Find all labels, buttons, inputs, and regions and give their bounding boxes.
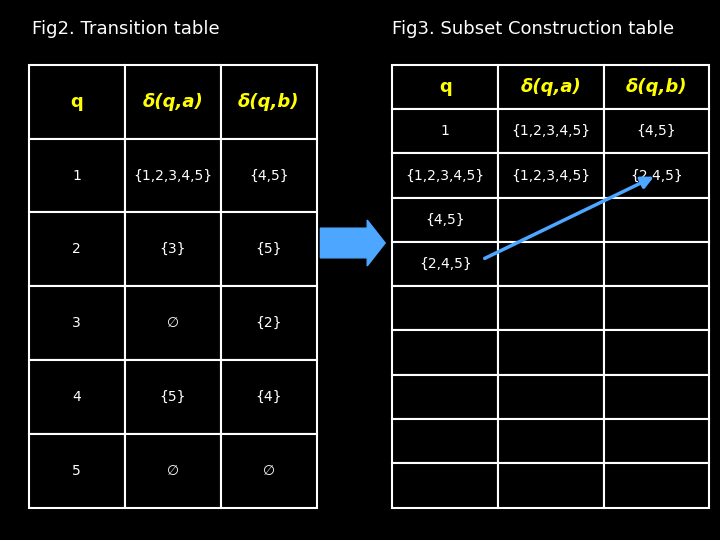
- Text: Fig3. Subset Construction table: Fig3. Subset Construction table: [392, 20, 674, 38]
- Bar: [392, 375, 498, 419]
- Text: Fig2. Transition table: Fig2. Transition table: [32, 20, 220, 38]
- Text: {3}: {3}: [160, 242, 186, 256]
- Bar: [392, 463, 498, 508]
- Text: ∅: ∅: [167, 316, 179, 330]
- Bar: [603, 419, 709, 463]
- Bar: [221, 139, 317, 212]
- Bar: [498, 109, 603, 153]
- Bar: [392, 153, 498, 198]
- Bar: [221, 286, 317, 360]
- Text: {2,4,5}: {2,4,5}: [630, 168, 683, 183]
- Text: {1,2,3,4,5}: {1,2,3,4,5}: [511, 168, 590, 183]
- Bar: [498, 375, 603, 419]
- Bar: [603, 198, 709, 242]
- Bar: [392, 242, 498, 286]
- Bar: [29, 212, 125, 286]
- Text: {4,5}: {4,5}: [636, 124, 676, 138]
- Text: δ(q,a): δ(q,a): [143, 93, 203, 111]
- Text: 4: 4: [73, 390, 81, 404]
- Bar: [603, 463, 709, 508]
- Bar: [603, 109, 709, 153]
- Bar: [29, 65, 125, 139]
- Bar: [125, 360, 221, 434]
- Text: q: q: [438, 78, 451, 96]
- Text: ∅: ∅: [167, 464, 179, 478]
- Text: 1: 1: [73, 168, 81, 183]
- Bar: [221, 212, 317, 286]
- Bar: [498, 286, 603, 330]
- Bar: [392, 330, 498, 375]
- Text: {2}: {2}: [256, 316, 282, 330]
- Bar: [498, 419, 603, 463]
- Text: {1,2,3,4,5}: {1,2,3,4,5}: [405, 168, 485, 183]
- Text: δ(q,a): δ(q,a): [521, 78, 581, 96]
- Bar: [221, 65, 317, 139]
- Bar: [392, 286, 498, 330]
- Bar: [125, 434, 221, 508]
- Text: δ(q,b): δ(q,b): [626, 78, 687, 96]
- Text: {4}: {4}: [256, 390, 282, 404]
- Bar: [498, 65, 603, 109]
- Text: {5}: {5}: [160, 390, 186, 404]
- Text: {4,5}: {4,5}: [249, 168, 289, 183]
- Bar: [498, 153, 603, 198]
- Bar: [498, 198, 603, 242]
- Text: {4,5}: {4,5}: [426, 213, 465, 227]
- Bar: [125, 212, 221, 286]
- Bar: [603, 153, 709, 198]
- Text: {1,2,3,4,5}: {1,2,3,4,5}: [511, 124, 590, 138]
- Bar: [498, 463, 603, 508]
- Bar: [603, 330, 709, 375]
- Text: {5}: {5}: [256, 242, 282, 256]
- Bar: [125, 65, 221, 139]
- Bar: [125, 286, 221, 360]
- Text: {1,2,3,4,5}: {1,2,3,4,5}: [133, 168, 212, 183]
- Bar: [603, 286, 709, 330]
- Text: ∅: ∅: [263, 464, 275, 478]
- Bar: [603, 65, 709, 109]
- Bar: [125, 139, 221, 212]
- Bar: [29, 139, 125, 212]
- Bar: [603, 375, 709, 419]
- FancyArrow shape: [320, 220, 385, 266]
- Bar: [392, 65, 498, 109]
- Text: 5: 5: [73, 464, 81, 478]
- Bar: [29, 286, 125, 360]
- Bar: [221, 360, 317, 434]
- Text: 3: 3: [73, 316, 81, 330]
- Bar: [29, 360, 125, 434]
- Text: {2,4,5}: {2,4,5}: [419, 257, 472, 271]
- Bar: [498, 330, 603, 375]
- Text: q: q: [71, 93, 84, 111]
- Bar: [392, 109, 498, 153]
- Text: 2: 2: [73, 242, 81, 256]
- Bar: [392, 198, 498, 242]
- Bar: [29, 434, 125, 508]
- Text: 1: 1: [441, 124, 449, 138]
- Bar: [221, 434, 317, 508]
- Bar: [498, 242, 603, 286]
- Bar: [392, 419, 498, 463]
- Text: δ(q,b): δ(q,b): [238, 93, 300, 111]
- Bar: [603, 242, 709, 286]
